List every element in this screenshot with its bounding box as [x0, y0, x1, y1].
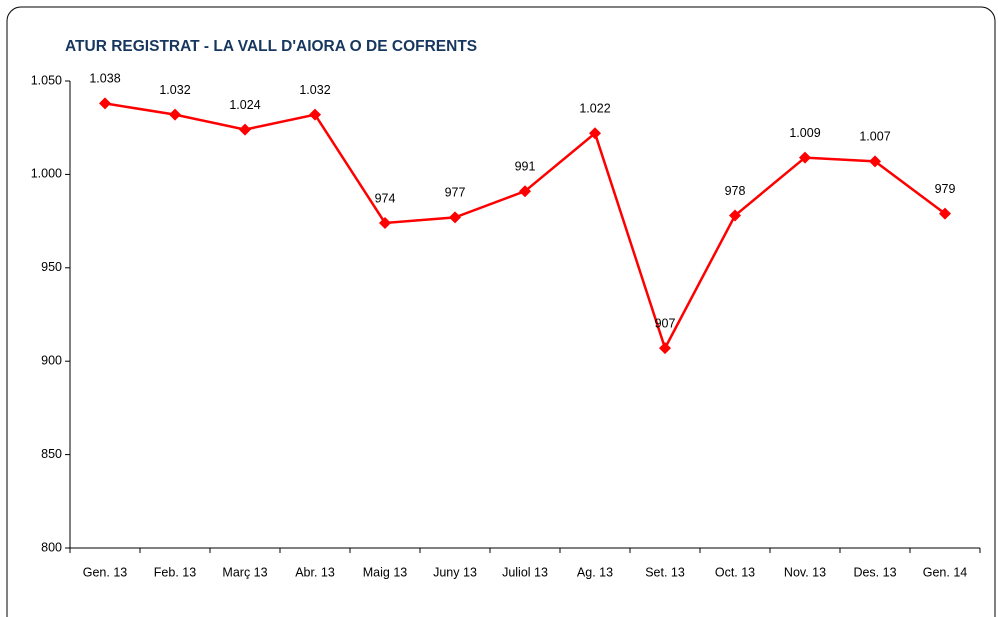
- point-marker: [239, 123, 251, 136]
- y-tick-label: 1.050: [31, 73, 62, 87]
- point-marker: [169, 108, 181, 121]
- y-tick-label: 950: [41, 260, 62, 274]
- data-label: 991: [515, 160, 536, 174]
- point-marker: [589, 127, 601, 140]
- point-marker: [309, 108, 321, 121]
- point-marker: [449, 211, 461, 224]
- point-marker: [519, 185, 531, 198]
- data-label: 907: [655, 316, 676, 330]
- x-tick-label: Feb. 13: [154, 565, 196, 579]
- point-marker: [99, 97, 111, 110]
- y-tick-label: 850: [41, 447, 62, 461]
- x-tick-label: Juny 13: [433, 565, 477, 579]
- y-tick-label: 800: [41, 540, 62, 554]
- y-tick-label: 900: [41, 353, 62, 367]
- data-label: 1.024: [229, 98, 260, 112]
- data-label: 974: [375, 191, 396, 205]
- point-marker: [659, 342, 671, 355]
- point-marker: [799, 151, 811, 164]
- data-label: 979: [935, 182, 956, 196]
- data-label: 1.032: [299, 83, 330, 97]
- data-label: 1.032: [159, 83, 190, 97]
- x-tick-label: Nov. 13: [784, 565, 826, 579]
- data-label: 1.038: [89, 72, 120, 86]
- point-marker: [379, 216, 391, 229]
- point-marker: [729, 209, 741, 222]
- point-marker: [869, 155, 881, 168]
- y-tick-label: 1.000: [31, 167, 62, 181]
- x-tick-label: Març 13: [222, 565, 267, 579]
- data-label: 1.022: [579, 102, 610, 116]
- x-tick-label: Des. 13: [853, 565, 896, 579]
- x-tick-label: Ag. 13: [577, 565, 613, 579]
- x-tick-label: Gen. 13: [83, 565, 128, 579]
- x-tick-label: Maig 13: [363, 565, 408, 579]
- data-label: 978: [725, 184, 746, 198]
- x-tick-label: Abr. 13: [295, 565, 335, 579]
- data-label: 977: [445, 186, 466, 200]
- chart-border: [6, 6, 996, 617]
- x-tick-label: Oct. 13: [715, 565, 755, 579]
- point-marker: [939, 207, 951, 220]
- data-label: 1.007: [859, 130, 890, 144]
- x-tick-label: Gen. 14: [923, 565, 968, 579]
- x-tick-label: Juliol 13: [502, 565, 548, 579]
- x-tick-label: Set. 13: [645, 565, 685, 579]
- data-label: 1.009: [789, 126, 820, 140]
- chart-title: ATUR REGISTRAT - LA VALL D'AIORA O DE CO…: [65, 38, 477, 55]
